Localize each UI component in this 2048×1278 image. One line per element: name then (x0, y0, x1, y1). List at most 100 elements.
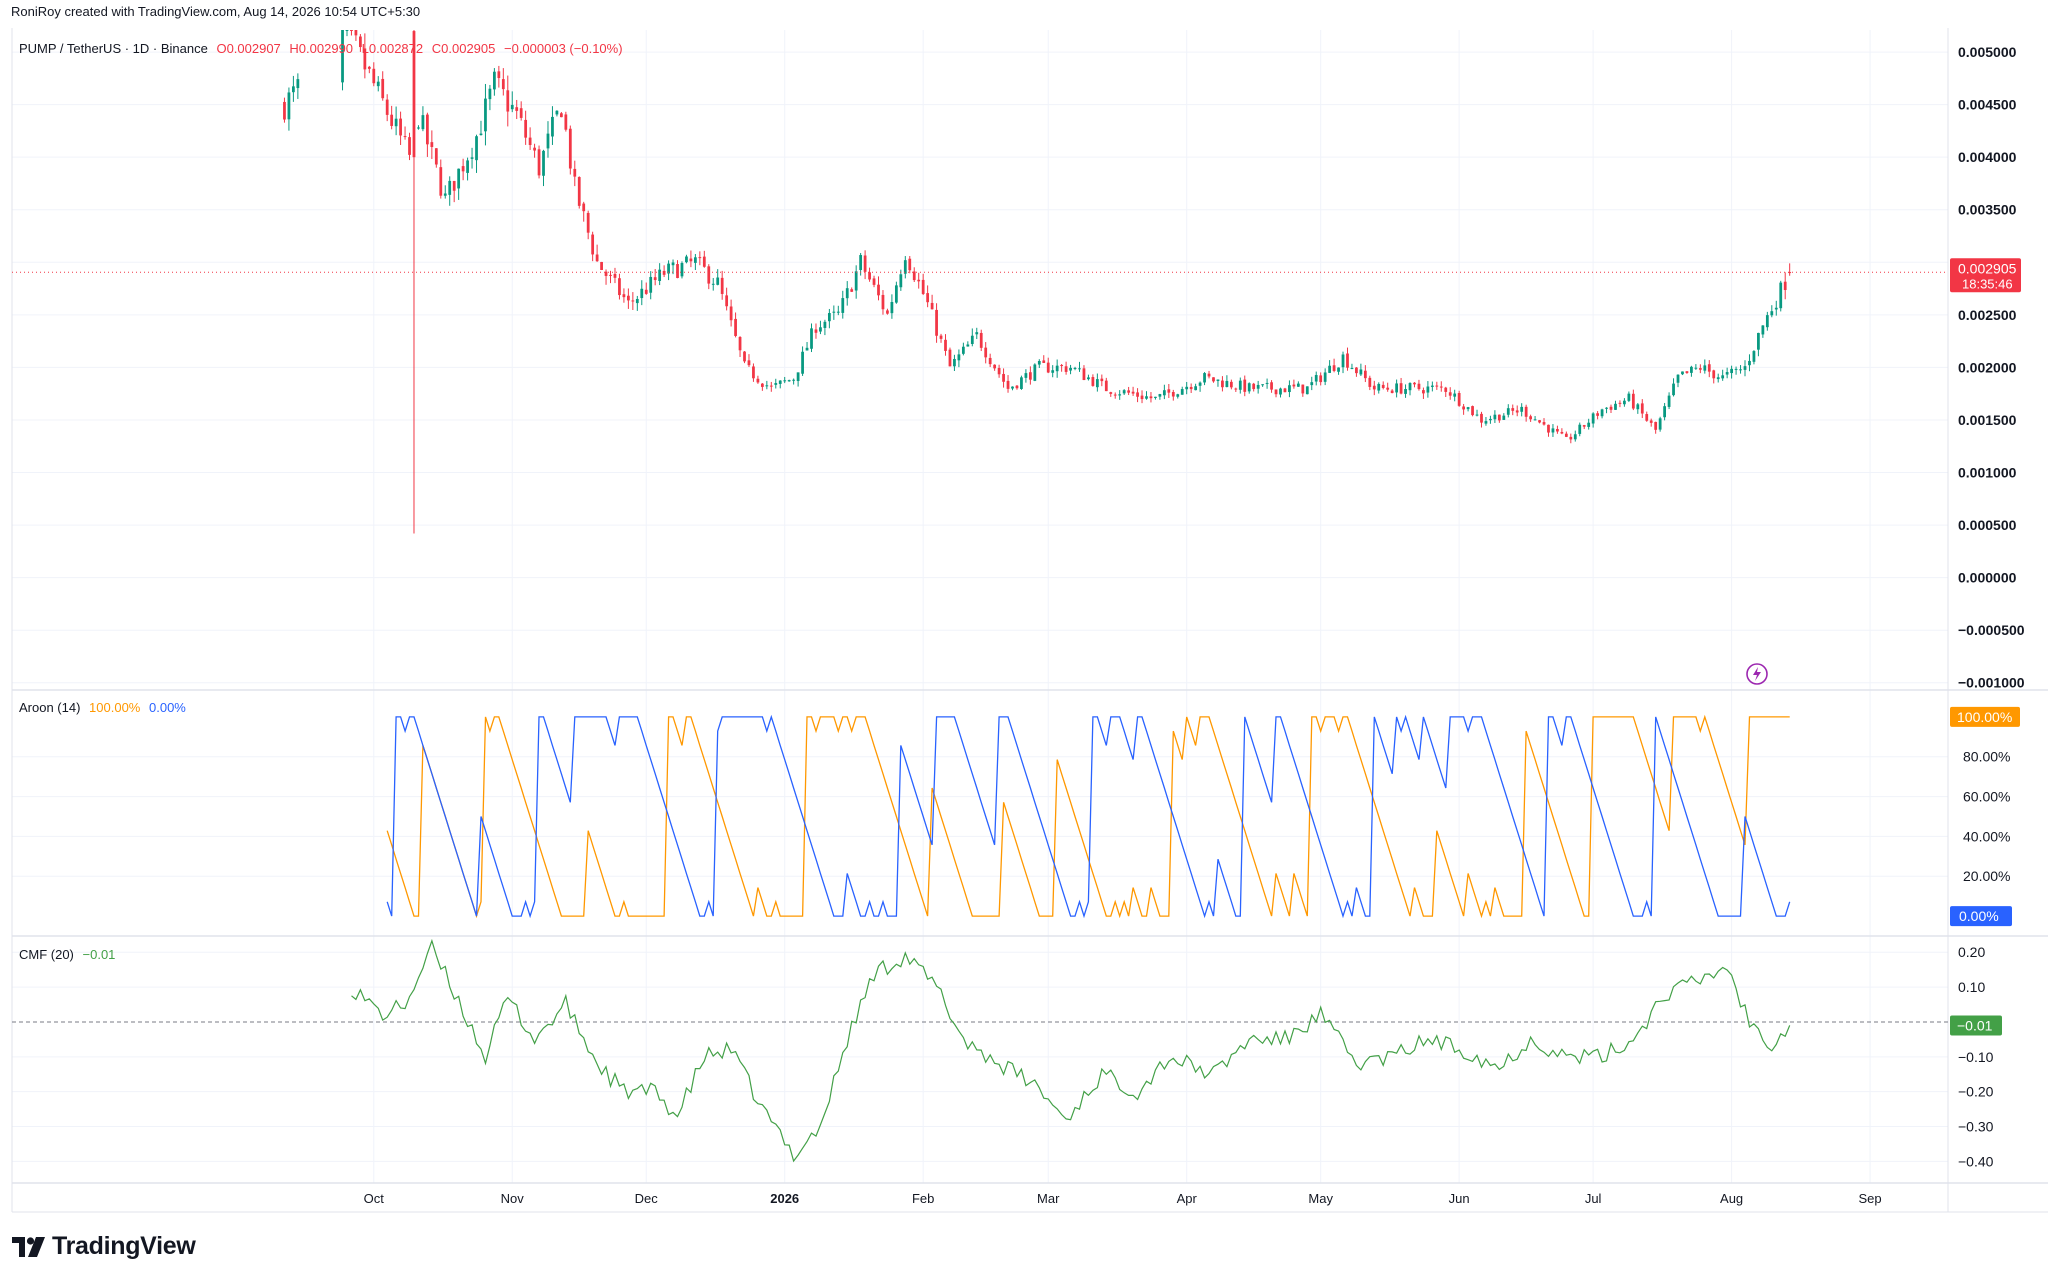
candle (359, 34, 362, 52)
candle (1006, 375, 1010, 393)
candle (1783, 272, 1787, 300)
candle (1296, 381, 1300, 387)
candle (676, 260, 679, 279)
candle-body (912, 271, 916, 281)
candle (1520, 403, 1524, 417)
candle (1649, 418, 1653, 427)
candle-body (917, 279, 921, 282)
candle-body (394, 118, 398, 127)
cmf-tick-label: −0.40 (1958, 1153, 1994, 1169)
candle-body (814, 329, 818, 333)
cmf-line (351, 938, 1791, 1163)
candle (622, 288, 626, 303)
candle (1529, 414, 1532, 422)
candle (434, 148, 438, 168)
candle-body (1015, 385, 1019, 389)
candle (1064, 361, 1068, 375)
candle-body (1355, 367, 1358, 374)
candlestick-series (283, 30, 1792, 534)
candle-body (1493, 414, 1497, 420)
candle-body (613, 273, 617, 278)
candle (1225, 375, 1229, 388)
candle-body (1225, 380, 1229, 388)
aroon-title[interactable]: Aroon (14) (19, 700, 81, 715)
candle (1060, 363, 1064, 372)
candle (1413, 382, 1416, 388)
candle (376, 76, 380, 92)
candle-body (1404, 389, 1407, 394)
candle (506, 75, 510, 127)
candle (1158, 393, 1162, 400)
candle (1180, 386, 1184, 395)
candle (1484, 416, 1488, 426)
candle (430, 130, 434, 160)
candle (381, 71, 385, 101)
symbol-label[interactable]: PUMP / TetherUS · 1D · Binance (19, 41, 208, 56)
candle (1614, 400, 1617, 410)
candle-body (935, 309, 938, 336)
candle (519, 101, 523, 121)
candle-body (1296, 383, 1300, 387)
candle (881, 290, 885, 315)
candle (894, 281, 898, 304)
candle (1471, 405, 1474, 417)
candle-body (640, 288, 644, 299)
candle (1681, 371, 1684, 376)
candle (528, 127, 532, 150)
candle (872, 275, 876, 288)
candle (1363, 365, 1367, 383)
candle-body (819, 327, 822, 332)
tradingview-logo[interactable]: TradingView (12, 1232, 196, 1261)
candle (1283, 387, 1287, 393)
candle (1788, 263, 1792, 276)
candle (1524, 404, 1528, 422)
candle (292, 75, 295, 102)
candle-body (760, 383, 764, 387)
candle (296, 73, 300, 99)
candle (1265, 378, 1269, 389)
aroon-legend[interactable]: Aroon (14) 100.00% 0.00% (19, 700, 191, 715)
candle (283, 97, 286, 123)
candle (1435, 381, 1439, 390)
aroon-up-badge (1950, 706, 2020, 727)
candle-body (439, 167, 443, 196)
candle-body (1033, 364, 1037, 381)
candle (1167, 383, 1171, 398)
candle (595, 244, 599, 262)
candle (1489, 415, 1492, 424)
candle (1556, 425, 1559, 434)
cmf-title[interactable]: CMF (20) (19, 947, 74, 962)
candle-body (604, 271, 608, 276)
candle-body (953, 358, 956, 367)
time-tick-label: Jul (1585, 1191, 1602, 1206)
cmf-legend[interactable]: CMF (20) −0.01 (19, 947, 120, 962)
price-legend[interactable]: PUMP / TetherUS · 1D · Binance O0.002907… (19, 41, 628, 56)
candle-body (1216, 379, 1220, 381)
candle-body (363, 48, 367, 70)
candle (1234, 387, 1238, 392)
candle-body (461, 166, 465, 172)
candle (760, 383, 764, 391)
candle-body (551, 116, 554, 137)
candle-body (1337, 367, 1340, 372)
candle-body (1658, 418, 1662, 430)
candle (604, 269, 608, 285)
open-value: O0.002907 (216, 41, 281, 56)
time-tick-label: Sep (1858, 1191, 1881, 1206)
candle-body (1154, 396, 1157, 398)
candle (890, 294, 894, 319)
candle-body (1605, 407, 1608, 409)
candle (1707, 360, 1711, 378)
candle-body (1564, 433, 1568, 437)
candle (1457, 390, 1461, 407)
candle (461, 158, 465, 181)
candle (1368, 375, 1372, 391)
candle-body (1444, 387, 1448, 392)
candle (1636, 402, 1640, 414)
candle (1698, 364, 1702, 374)
candle (1703, 359, 1707, 374)
cmf-tick-label: −0.30 (1958, 1119, 1994, 1135)
candle (1497, 414, 1501, 423)
candle (390, 105, 394, 130)
